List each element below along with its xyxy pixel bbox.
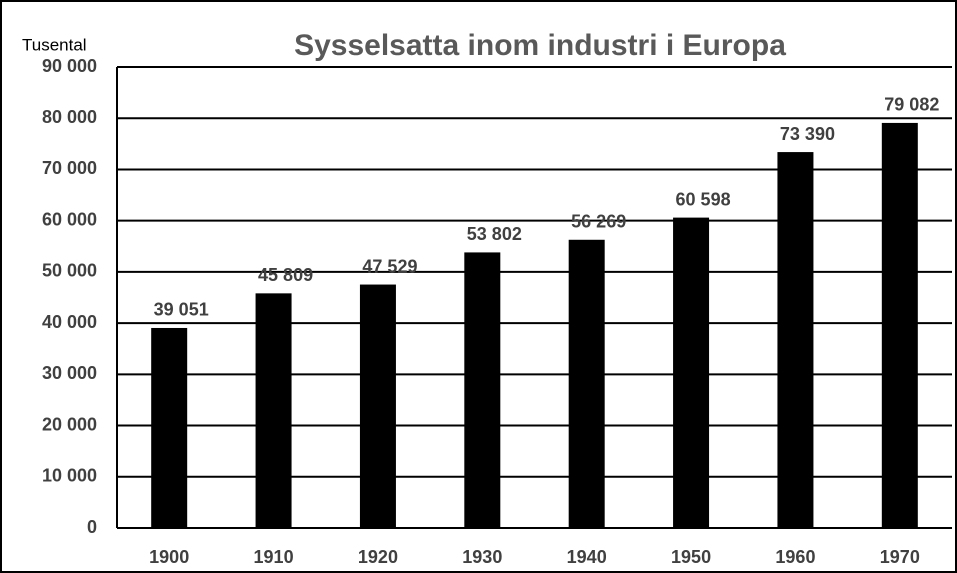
y-tick-label: 70 000 bbox=[42, 158, 97, 178]
y-axis-label: Tusental bbox=[22, 35, 87, 54]
value-label: 60 598 bbox=[676, 189, 731, 209]
bar bbox=[255, 293, 292, 528]
x-tick-label: 1930 bbox=[462, 547, 502, 567]
x-tick-label: 1910 bbox=[254, 547, 294, 567]
bar bbox=[673, 217, 710, 528]
bar bbox=[464, 252, 501, 529]
x-tick-label: 1920 bbox=[358, 547, 398, 567]
value-label: 47 529 bbox=[362, 256, 417, 276]
y-tick-label: 30 000 bbox=[42, 363, 97, 383]
value-label: 53 802 bbox=[467, 224, 522, 244]
y-tick-label: 60 000 bbox=[42, 209, 97, 229]
x-tick-label: 1960 bbox=[775, 547, 815, 567]
value-label: 39 051 bbox=[154, 300, 209, 320]
x-tick-label: 1940 bbox=[567, 547, 607, 567]
value-label: 56 269 bbox=[571, 212, 626, 232]
x-tick-label: 1950 bbox=[671, 547, 711, 567]
y-tick-label: 10 000 bbox=[42, 466, 97, 486]
y-tick-label: 80 000 bbox=[42, 107, 97, 127]
x-tick-label: 1900 bbox=[149, 547, 189, 567]
bar bbox=[568, 239, 605, 528]
y-tick-label: 90 000 bbox=[42, 56, 97, 76]
value-label: 45 809 bbox=[258, 265, 313, 285]
y-tick-label: 20 000 bbox=[42, 414, 97, 434]
bar bbox=[777, 152, 814, 528]
bar bbox=[359, 284, 396, 528]
y-tick-label: 50 000 bbox=[42, 261, 97, 281]
bar bbox=[151, 327, 188, 528]
y-tick-label: 0 bbox=[87, 517, 97, 537]
y-tick-label: 40 000 bbox=[42, 312, 97, 332]
chart-title: Sysselsatta inom industri i Europa bbox=[294, 29, 786, 62]
bar bbox=[881, 122, 918, 528]
x-tick-label: 1970 bbox=[880, 547, 920, 567]
value-label: 79 082 bbox=[884, 95, 939, 115]
value-label: 73 390 bbox=[780, 124, 835, 144]
